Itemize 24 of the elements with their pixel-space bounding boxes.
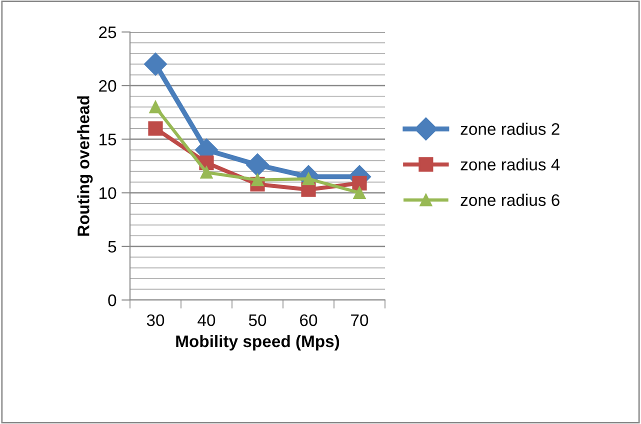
x-tick-label: 50 (248, 314, 266, 326)
point (246, 153, 269, 176)
legend-label: zone radius 4 (460, 158, 560, 170)
x-axis-title: Mobility speed (Mps) (176, 334, 340, 351)
point (149, 100, 162, 114)
x-tick-label: 70 (351, 314, 368, 326)
x-tick-label: 40 (198, 314, 216, 326)
point (251, 174, 264, 186)
point (200, 166, 213, 179)
point (353, 186, 366, 200)
y-tick-label: 20 (99, 80, 116, 92)
y-tick-label: 0 (108, 294, 116, 306)
point (144, 52, 167, 76)
y-axis-title: Routing overhead (77, 96, 93, 236)
legend-label: zone radius 2 (460, 122, 560, 135)
y-tick-label: 10 (100, 187, 116, 200)
x-tick-label: 30 (146, 314, 164, 326)
y-tick-label: 5 (108, 240, 116, 253)
y-tick-label: 15 (100, 134, 116, 146)
y-tick-label: 25 (99, 26, 116, 38)
x-tick-label: 60 (300, 314, 318, 326)
point (148, 121, 163, 136)
point (352, 176, 367, 190)
legend-label: zone radius 6 (460, 194, 560, 206)
